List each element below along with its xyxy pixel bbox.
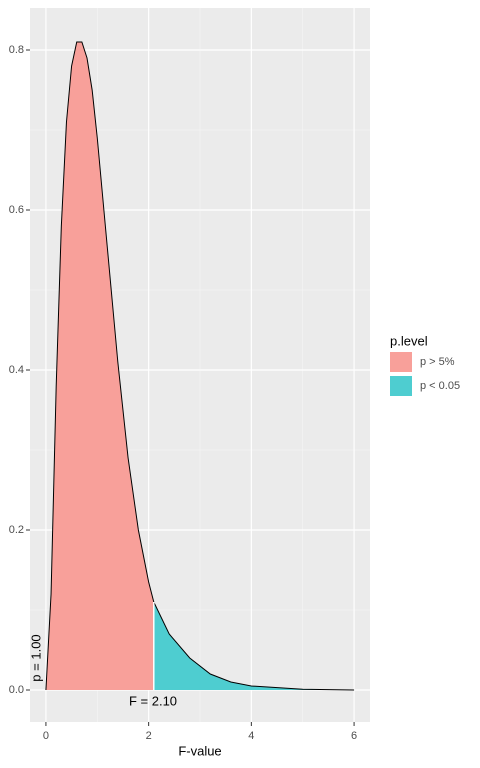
- outline: [153, 601, 355, 691]
- y-tick-label: 0.8: [9, 44, 24, 56]
- y-tick-label: 0.4: [9, 364, 24, 376]
- y-tick-label: 0.6: [9, 204, 24, 216]
- x-tick-label: 4: [248, 730, 254, 742]
- legend-title: p.level: [390, 333, 428, 348]
- annotation: F = 2.10: [129, 693, 177, 708]
- x-tick-label: 2: [146, 730, 152, 742]
- legend-label: p > 5%: [420, 356, 455, 368]
- annotation: p = 1.00: [28, 634, 43, 681]
- outline: [45, 41, 155, 691]
- area: [45, 42, 154, 690]
- x-axis-label: F-value: [178, 743, 221, 758]
- x-tick-label: 0: [43, 730, 49, 742]
- x-tick-label: 6: [351, 730, 357, 742]
- y-tick-label: 0.2: [9, 524, 24, 536]
- legend-key: [390, 352, 412, 372]
- area: [153, 602, 355, 690]
- legend-key: [390, 376, 412, 396]
- legend-label: p < 0.05: [420, 380, 460, 392]
- y-tick-label: 0.0: [9, 684, 24, 696]
